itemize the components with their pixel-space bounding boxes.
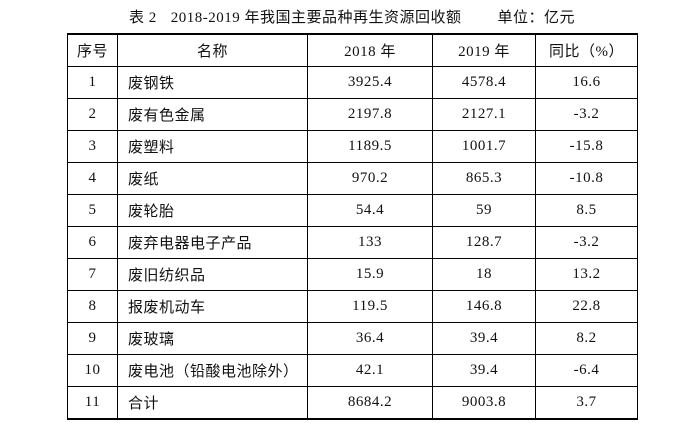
cell-2018-value: 36.4 — [307, 322, 433, 355]
cell-serial: 5 — [67, 194, 118, 227]
header-row: 序号 名称 2018 年 2019 年 同比（%） — [67, 34, 638, 67]
cell-2018-value: 42.1 — [307, 354, 433, 387]
cell-yoy-value: 8.2 — [535, 322, 638, 355]
cell-name: 废有色金属 — [117, 98, 308, 131]
table-row: 1 废钢铁 3925.4 4578.4 16.6 — [67, 66, 638, 99]
cell-2018-value: 119.5 — [307, 290, 433, 323]
cell-2018-value: 2197.8 — [307, 98, 433, 131]
cell-name: 报废机动车 — [117, 290, 308, 323]
cell-2019-value: 1001.7 — [432, 130, 536, 163]
cell-serial: 8 — [67, 290, 118, 323]
cell-yoy-value: -3.2 — [535, 98, 638, 131]
table-row: 2 废有色金属 2197.8 2127.1 -3.2 — [67, 98, 638, 131]
table-row: 8 报废机动车 119.5 146.8 22.8 — [67, 290, 638, 323]
cell-2019-value: 2127.1 — [432, 98, 536, 131]
cell-2019-value: 128.7 — [432, 226, 536, 259]
cell-serial: 4 — [67, 162, 118, 195]
cell-yoy-value: -3.2 — [535, 226, 638, 259]
cell-2019-value: 865.3 — [432, 162, 536, 195]
cell-serial: 2 — [67, 98, 118, 131]
table-title: 2018-2019 年我国主要品种再生资源回收额 — [170, 10, 462, 26]
cell-name: 废纸 — [117, 162, 308, 195]
cell-yoy-value: 13.2 — [535, 258, 638, 291]
cell-yoy-value: -10.8 — [535, 162, 638, 195]
cell-2018-value: 15.9 — [307, 258, 433, 291]
cell-yoy-value: 8.5 — [535, 194, 638, 227]
cell-name: 废弃电器电子产品 — [117, 226, 308, 259]
recycling-resources-table: 序号 名称 2018 年 2019 年 同比（%） 1 废钢铁 3925.4 4578… — [67, 33, 638, 420]
cell-name: 废旧纺织品 — [117, 258, 308, 291]
cell-name: 废轮胎 — [117, 194, 308, 227]
header-name: 名称 — [117, 34, 308, 67]
cell-2018-value: 1189.5 — [307, 130, 433, 163]
cell-2019-value: 9003.8 — [432, 386, 536, 419]
table-row: 11 合计 8684.2 9003.8 3.7 — [67, 386, 638, 419]
cell-2019-value: 39.4 — [432, 322, 536, 355]
cell-2018-value: 8684.2 — [307, 386, 433, 419]
table-row: 3 废塑料 1189.5 1001.7 -15.8 — [67, 130, 638, 163]
table-row: 10 废电池（铅酸电池除外） 42.1 39.4 -6.4 — [67, 354, 638, 387]
cell-name: 废钢铁 — [117, 66, 308, 99]
cell-serial: 10 — [67, 354, 118, 387]
cell-yoy-value: -6.4 — [535, 354, 638, 387]
cell-2019-value: 18 — [432, 258, 536, 291]
cell-name: 废玻璃 — [117, 322, 308, 355]
unit-label: 单位：亿元 — [497, 10, 576, 26]
cell-2018-value: 133 — [307, 226, 433, 259]
cell-yoy-value: 16.6 — [535, 66, 638, 99]
header-2019: 2019 年 — [432, 34, 536, 67]
cell-2018-value: 54.4 — [307, 194, 433, 227]
cell-serial: 7 — [67, 258, 118, 291]
header-serial: 序号 — [67, 34, 118, 67]
cell-serial: 3 — [67, 130, 118, 163]
cell-serial: 11 — [67, 386, 118, 419]
table-number-label: 表 2 — [128, 10, 157, 26]
cell-2018-value: 970.2 — [307, 162, 433, 195]
table-row: 9 废玻璃 36.4 39.4 8.2 — [67, 322, 638, 355]
cell-2018-value: 3925.4 — [307, 66, 433, 99]
cell-name: 废塑料 — [117, 130, 308, 163]
cell-serial: 9 — [67, 322, 118, 355]
cell-serial: 1 — [67, 66, 118, 99]
cell-yoy-value: -15.8 — [535, 130, 638, 163]
cell-2019-value: 59 — [432, 194, 536, 227]
table-row: 4 废纸 970.2 865.3 -10.8 — [67, 162, 638, 195]
cell-2019-value: 39.4 — [432, 354, 536, 387]
table-row: 7 废旧纺织品 15.9 18 13.2 — [67, 258, 638, 291]
table-row: 5 废轮胎 54.4 59 8.5 — [67, 194, 638, 227]
cell-serial: 6 — [67, 226, 118, 259]
header-2018: 2018 年 — [307, 34, 433, 67]
header-yoy: 同比（%） — [535, 34, 638, 67]
cell-name: 废电池（铅酸电池除外） — [117, 354, 308, 387]
table-row: 6 废弃电器电子产品 133 128.7 -3.2 — [67, 226, 638, 259]
cell-name: 合计 — [117, 386, 308, 419]
cell-yoy-value: 22.8 — [535, 290, 638, 323]
cell-2019-value: 146.8 — [432, 290, 536, 323]
cell-yoy-value: 3.7 — [535, 386, 638, 419]
table-caption: 表 2 2018-2019 年我国主要品种再生资源回收额 单位：亿元 — [67, 6, 637, 27]
cell-2019-value: 4578.4 — [432, 66, 536, 99]
